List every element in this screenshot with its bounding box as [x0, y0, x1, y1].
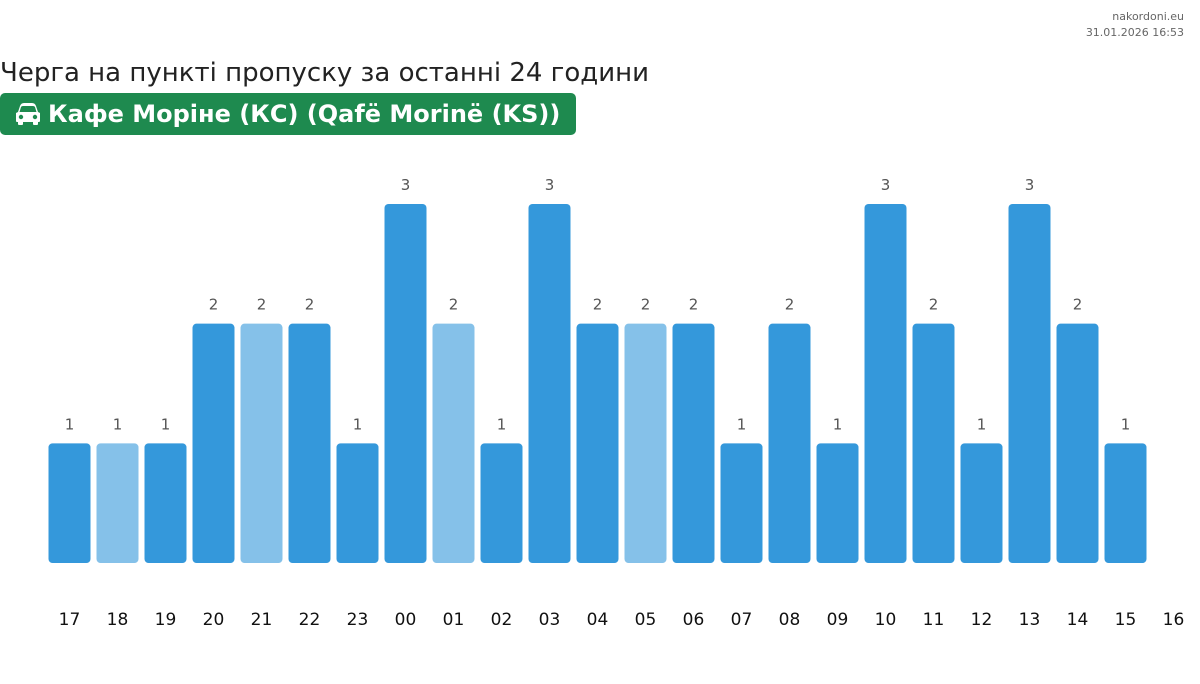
- bar-value-label: 3: [1025, 176, 1035, 194]
- bar-value-label: 2: [689, 296, 699, 314]
- x-tick-label: 06: [683, 610, 705, 630]
- bar-value-label: 1: [1121, 415, 1131, 433]
- x-tick-label: 04: [587, 610, 609, 630]
- bar-13[interactable]: [1008, 204, 1051, 563]
- bar-17[interactable]: [48, 443, 91, 563]
- source-site[interactable]: nakordoni.eu: [1112, 10, 1184, 23]
- bar-15[interactable]: [1104, 443, 1147, 563]
- bar-21[interactable]: [240, 323, 283, 563]
- bar-value-label: 3: [545, 176, 555, 194]
- bar-23[interactable]: [336, 443, 379, 563]
- bar-value-label: 2: [929, 296, 939, 314]
- bar-value-label: 2: [593, 296, 603, 314]
- bar-02[interactable]: [480, 443, 523, 563]
- x-tick-label: 08: [779, 610, 801, 630]
- x-tick-label: 16: [1163, 610, 1185, 630]
- x-tick-label: 11: [923, 610, 945, 630]
- bar-08[interactable]: [768, 323, 811, 563]
- bar-value-label: 1: [737, 415, 747, 433]
- x-tick-label: 18: [107, 610, 129, 630]
- car-icon: [16, 103, 40, 125]
- bar-04[interactable]: [576, 323, 619, 563]
- x-tick-label: 05: [635, 610, 657, 630]
- bar-value-label: 2: [449, 296, 459, 314]
- checkpoint-name: Кафе Моріне (КС) (Qafë Morinë (KS)): [48, 100, 561, 128]
- bar-20[interactable]: [192, 323, 235, 563]
- x-tick-label: 12: [971, 610, 993, 630]
- bar-value-label: 2: [641, 296, 651, 314]
- x-tick-label: 02: [491, 610, 513, 630]
- x-tick-label: 15: [1115, 610, 1137, 630]
- bar-value-label: 2: [785, 296, 795, 314]
- source-info: nakordoni.eu 31.01.2026 16:53: [1086, 9, 1184, 41]
- bar-value-label: 3: [881, 176, 891, 194]
- page-title: Черга на пункті пропуску за останні 24 г…: [0, 58, 650, 88]
- bar-value-label: 2: [305, 296, 315, 314]
- bar-07[interactable]: [720, 443, 763, 563]
- x-tick-label: 23: [347, 610, 369, 630]
- x-tick-label: 13: [1019, 610, 1041, 630]
- bar-14[interactable]: [1056, 323, 1099, 563]
- bar-value-label: 2: [1073, 296, 1083, 314]
- bar-09[interactable]: [816, 443, 859, 563]
- bar-value-label: 1: [65, 415, 75, 433]
- x-tick-label: 14: [1067, 610, 1089, 630]
- x-tick-label: 03: [539, 610, 561, 630]
- x-tick-label: 10: [875, 610, 897, 630]
- bar-12[interactable]: [960, 443, 1003, 563]
- bar-11[interactable]: [912, 323, 955, 563]
- bar-value-label: 3: [401, 176, 411, 194]
- bar-value-label: 1: [833, 415, 843, 433]
- bar-03[interactable]: [528, 204, 571, 563]
- x-tick-label: 01: [443, 610, 465, 630]
- x-tick-label: 22: [299, 610, 321, 630]
- x-tick-label: 21: [251, 610, 273, 630]
- bar-value-label: 1: [113, 415, 123, 433]
- x-tick-label: 17: [59, 610, 81, 630]
- bar-00[interactable]: [384, 204, 427, 563]
- x-tick-label: 00: [395, 610, 417, 630]
- bar-value-label: 1: [977, 415, 987, 433]
- bar-06[interactable]: [672, 323, 715, 563]
- bar-value-label: 1: [161, 415, 171, 433]
- checkpoint-badge: Кафе Моріне (КС) (Qafë Morinë (KS)): [0, 93, 577, 135]
- bar-value-label: 1: [497, 415, 507, 433]
- x-tick-label: 20: [203, 610, 225, 630]
- bar-10[interactable]: [864, 204, 907, 563]
- bar-22[interactable]: [288, 323, 331, 563]
- bar-05[interactable]: [624, 323, 667, 563]
- bar-01[interactable]: [432, 323, 475, 563]
- bar-value-label: 1: [353, 415, 363, 433]
- bar-value-label: 2: [209, 296, 219, 314]
- bar-value-label: 2: [257, 296, 267, 314]
- source-timestamp: 31.01.2026 16:53: [1085, 26, 1184, 39]
- x-tick-label: 09: [827, 610, 849, 630]
- bar-18[interactable]: [96, 443, 139, 563]
- bar-19[interactable]: [144, 443, 187, 563]
- x-tick-label: 07: [731, 610, 753, 630]
- x-tick-label: 19: [155, 610, 177, 630]
